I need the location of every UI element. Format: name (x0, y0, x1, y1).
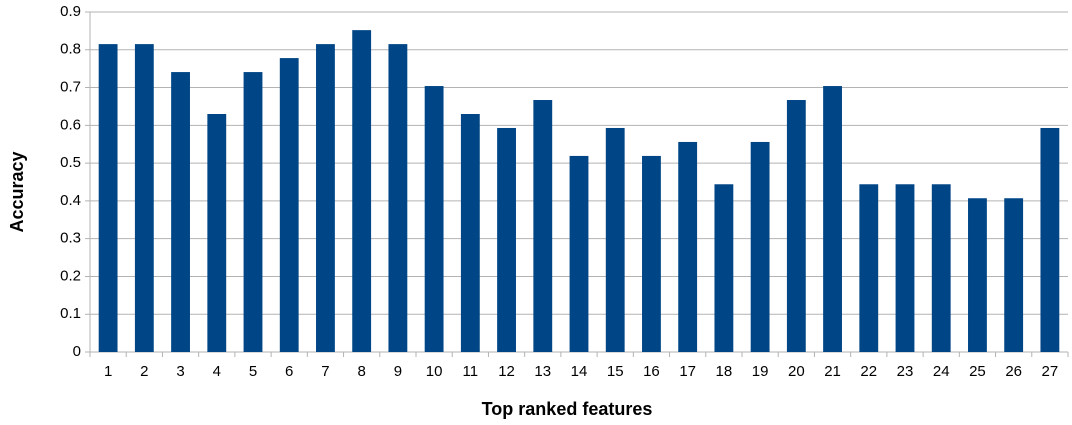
x-tick-label: 13 (534, 363, 551, 380)
x-tick-label: 7 (321, 363, 329, 380)
y-axis-title: Accuracy (7, 151, 27, 232)
bar (388, 44, 408, 352)
x-tick-label: 3 (176, 363, 184, 380)
x-tick-label: 27 (1042, 363, 1059, 380)
x-tick-label: 21 (824, 363, 841, 380)
x-tick-label: 19 (752, 363, 769, 380)
bar (243, 72, 263, 353)
x-tick-label: 24 (933, 363, 950, 380)
x-tick-label: 4 (213, 363, 221, 380)
y-tick-label: 0.3 (60, 230, 81, 247)
x-tick-label: 17 (679, 363, 696, 380)
bar (279, 58, 299, 352)
bar (823, 86, 842, 353)
x-tick-label: 26 (1005, 363, 1022, 380)
bar (497, 127, 516, 352)
bar (1040, 127, 1060, 352)
x-tick-label: 10 (426, 363, 443, 380)
bar (134, 44, 154, 352)
y-tick-label: 0.8 (60, 41, 81, 58)
bar (786, 100, 806, 353)
bar (316, 44, 335, 352)
x-tick-label: 12 (498, 363, 515, 380)
bar (931, 184, 951, 352)
bar (569, 155, 589, 352)
bar (352, 30, 372, 353)
bar (642, 155, 661, 352)
bar (895, 184, 915, 352)
x-tick-label: 11 (463, 363, 479, 380)
x-tick-label: 2 (140, 363, 148, 380)
x-axis-title: Top ranked features (482, 399, 653, 419)
x-tick-label: 6 (285, 363, 293, 380)
x-tick-label: 9 (394, 363, 402, 380)
x-tick-label: 18 (716, 363, 733, 380)
x-tick-label: 15 (607, 363, 624, 380)
bar (859, 184, 879, 352)
bar (605, 127, 625, 352)
bar (750, 141, 770, 352)
bar (533, 100, 553, 353)
y-tick-label: 0.7 (60, 79, 81, 96)
y-tick-label: 0.9 (60, 3, 81, 20)
y-tick-label: 0.5 (60, 154, 81, 171)
x-tick-label: 23 (897, 363, 914, 380)
y-tick-label: 0.1 (60, 305, 81, 322)
x-tick-label: 1 (104, 363, 112, 380)
bar (1004, 198, 1024, 352)
y-tick-label: 0 (73, 343, 81, 360)
y-tick-label: 0.6 (60, 116, 81, 133)
x-tick-label: 14 (571, 363, 588, 380)
bar (714, 184, 734, 352)
x-tick-label: 25 (969, 363, 986, 380)
bar (460, 114, 480, 352)
x-tick-label: 8 (357, 363, 365, 380)
x-tick-label: 16 (643, 363, 660, 380)
bar (98, 44, 118, 352)
bar (424, 86, 444, 353)
bar (171, 72, 190, 353)
bar (207, 114, 227, 352)
x-tick-label: 20 (788, 363, 805, 380)
x-tick-label: 5 (249, 363, 257, 380)
bar (678, 141, 698, 352)
y-tick-label: 0.2 (60, 267, 81, 284)
x-tick-label: 22 (860, 363, 877, 380)
y-tick-label: 0.4 (60, 192, 81, 209)
bar (968, 198, 987, 352)
